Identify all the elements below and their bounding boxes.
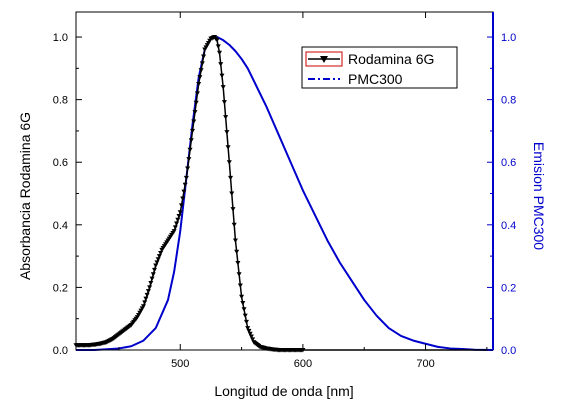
x-tick-label: 700 <box>416 358 434 370</box>
series-marker-rodamina <box>177 210 183 215</box>
legend-box <box>301 46 458 89</box>
series-marker-rodamina <box>186 157 192 162</box>
series-marker-rodamina <box>149 276 155 282</box>
series-marker-rodamina <box>223 115 229 120</box>
legend-swatch-rodamina <box>305 51 343 67</box>
legend-label-rodamina: Rodamina 6G <box>348 51 434 67</box>
series-marker-rodamina <box>197 75 203 80</box>
series-marker-rodamina <box>232 238 238 243</box>
series-marker-rodamina <box>140 304 146 309</box>
y-tick-label-left: 0.8 <box>53 95 68 107</box>
series-marker-rodamina <box>215 44 221 49</box>
series-marker-rodamina <box>175 217 181 223</box>
series-marker-rodamina <box>201 54 207 59</box>
x-tick-label: 600 <box>294 358 312 370</box>
series-marker-rodamina <box>142 300 148 305</box>
series-marker-rodamina <box>192 110 198 115</box>
y-tick-label-left: 0.2 <box>53 282 68 294</box>
series-marker-rodamina <box>185 166 191 171</box>
series-marker-rodamina <box>174 221 180 227</box>
y-tick-label-left: 0.6 <box>53 157 68 169</box>
series-marker-rodamina <box>176 214 182 219</box>
axes-layer: 500 600 700 0.0 0.0 0.2 0.2 0.4 0.4 0.6 0.6 0.8 0.8 1… <box>53 12 516 370</box>
series-marker-rodamina <box>229 191 235 197</box>
series-marker-rodamina <box>240 301 246 306</box>
series-marker-rodamina <box>239 294 245 300</box>
legend-label-pmc300: PMC300 <box>348 71 403 87</box>
series-marker-rodamina <box>153 263 159 268</box>
series-marker-rodamina <box>236 272 242 277</box>
series-layer <box>73 35 494 353</box>
series-marker-rodamina <box>187 147 193 153</box>
series-marker-rodamina <box>148 281 154 286</box>
series-marker-rodamina <box>235 261 241 266</box>
series-marker-rodamina <box>226 160 232 165</box>
series-marker-rodamina <box>246 328 252 334</box>
series-marker-rodamina <box>172 225 178 230</box>
series-marker-rodamina <box>143 296 149 302</box>
series-marker-rodamina <box>178 203 184 208</box>
series-marker-rodamina <box>220 85 226 90</box>
series-marker-rodamina <box>171 229 177 234</box>
series-marker-rodamina <box>218 62 224 67</box>
series-marker-rodamina <box>147 285 153 290</box>
series-marker-rodamina <box>219 73 225 79</box>
series-marker-rodamina <box>225 145 231 150</box>
series-marker-rodamina <box>145 289 151 294</box>
x-tick-label: 500 <box>171 358 189 370</box>
series-marker-rodamina <box>241 307 247 312</box>
series-marker-rodamina <box>194 91 200 96</box>
series-marker-rodamina <box>188 138 194 143</box>
series-marker-rodamina <box>234 249 240 255</box>
series-marker-rodamina <box>191 119 197 125</box>
series-marker-rodamina <box>180 196 186 202</box>
series-marker-rodamina <box>183 175 189 181</box>
series-marker-rodamina <box>250 337 256 342</box>
series-marker-rodamina <box>193 100 199 106</box>
y-tick-label-left: 0.0 <box>53 345 68 357</box>
y-tick-label-right: 0.4 <box>501 220 516 232</box>
series-marker-rodamina <box>237 283 243 289</box>
series-marker-rodamina <box>247 331 253 337</box>
y-tick-label-right: 1.0 <box>501 32 516 44</box>
series-marker-rodamina <box>230 207 236 212</box>
legend: Rodamina 6G PMC300 <box>301 46 458 89</box>
series-marker-rodamina <box>224 130 230 135</box>
series-marker-rodamina <box>217 50 222 56</box>
series-marker-rodamina <box>150 272 156 277</box>
series-marker-rodamina <box>198 68 204 73</box>
y-tick-label-left: 1.0 <box>53 32 68 44</box>
y-tick-label-right: 0.6 <box>501 157 516 169</box>
y-axis-title-right: Emision PMC300 <box>531 142 547 250</box>
y-tick-label-right: 0.0 <box>501 345 516 357</box>
series-marker-rodamina <box>199 61 205 66</box>
y-axis-title-left: Absorbancia Rodamina 6G <box>17 112 33 280</box>
series-marker-rodamina <box>151 267 157 273</box>
y-tick-label-left: 0.4 <box>53 220 68 232</box>
series-marker-rodamina <box>228 175 234 181</box>
series-marker-rodamina <box>144 292 150 298</box>
series-marker-rodamina <box>181 189 187 195</box>
x-axis-title: Longitud de onda [nm] <box>214 383 353 399</box>
series-marker-rodamina <box>214 38 220 43</box>
legend-marker-rodamina <box>320 56 328 63</box>
series-marker-rodamina <box>231 222 237 228</box>
series-marker-rodamina <box>190 128 196 134</box>
series-marker-rodamina <box>182 182 188 188</box>
y-tick-label-right: 0.8 <box>501 95 516 107</box>
series-marker-rodamina <box>221 100 227 105</box>
series-marker-rodamina <box>196 81 202 87</box>
series-marker-rodamina <box>243 319 249 325</box>
series-line-pmc300 <box>76 36 494 351</box>
y-tick-label-right: 0.2 <box>501 282 516 294</box>
series-marker-rodamina <box>248 334 254 340</box>
series-marker-rodamina <box>242 313 248 319</box>
series-marker-rodamina <box>245 326 251 331</box>
